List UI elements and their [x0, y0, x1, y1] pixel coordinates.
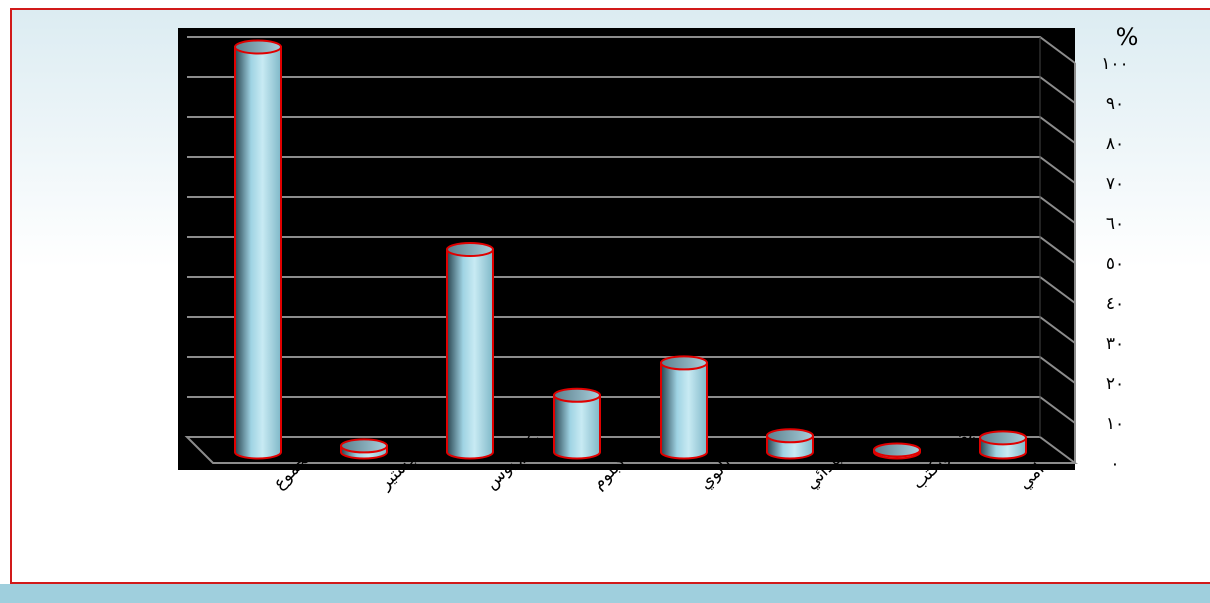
bar: [660, 355, 708, 460]
bar: [340, 438, 388, 460]
y-tick-label: ٠: [1110, 454, 1119, 474]
bar-body: [234, 46, 282, 460]
y-tick-label: ١٠٠: [1101, 54, 1128, 74]
y-tick-label: ٧٠: [1106, 174, 1124, 194]
bar: [979, 430, 1027, 460]
y-tick-label: ٦٠: [1106, 214, 1124, 234]
y-tick-label: ٩٠: [1106, 94, 1124, 114]
bottom-band: [0, 584, 1210, 603]
y-tick-label: ٨٠: [1106, 134, 1124, 154]
bar-top: [553, 387, 601, 403]
bar: [873, 442, 921, 460]
bar-top: [446, 242, 494, 257]
bar-body: [446, 248, 494, 460]
bar: [446, 242, 494, 460]
y-tick-label: ٤٠: [1106, 294, 1124, 314]
y-tick-label: ٥٠: [1106, 254, 1124, 274]
bar-top: [660, 355, 708, 371]
bar: [766, 428, 814, 460]
bar-top: [234, 39, 282, 55]
bar: [234, 39, 282, 460]
bar-body: [553, 394, 601, 460]
y-axis-unit-label: %: [1116, 23, 1139, 51]
bar-top: [766, 428, 814, 444]
bar-body: [660, 361, 708, 460]
y-tick-label: ٢٠: [1106, 374, 1124, 394]
bar: [553, 387, 601, 460]
y-tick-label: ١٠: [1106, 414, 1124, 434]
bar-top: [873, 442, 921, 458]
bar-top: [340, 438, 388, 454]
plot-background: [178, 28, 1075, 470]
y-tick-label: ٣٠: [1106, 334, 1124, 354]
bar-top: [979, 430, 1027, 446]
